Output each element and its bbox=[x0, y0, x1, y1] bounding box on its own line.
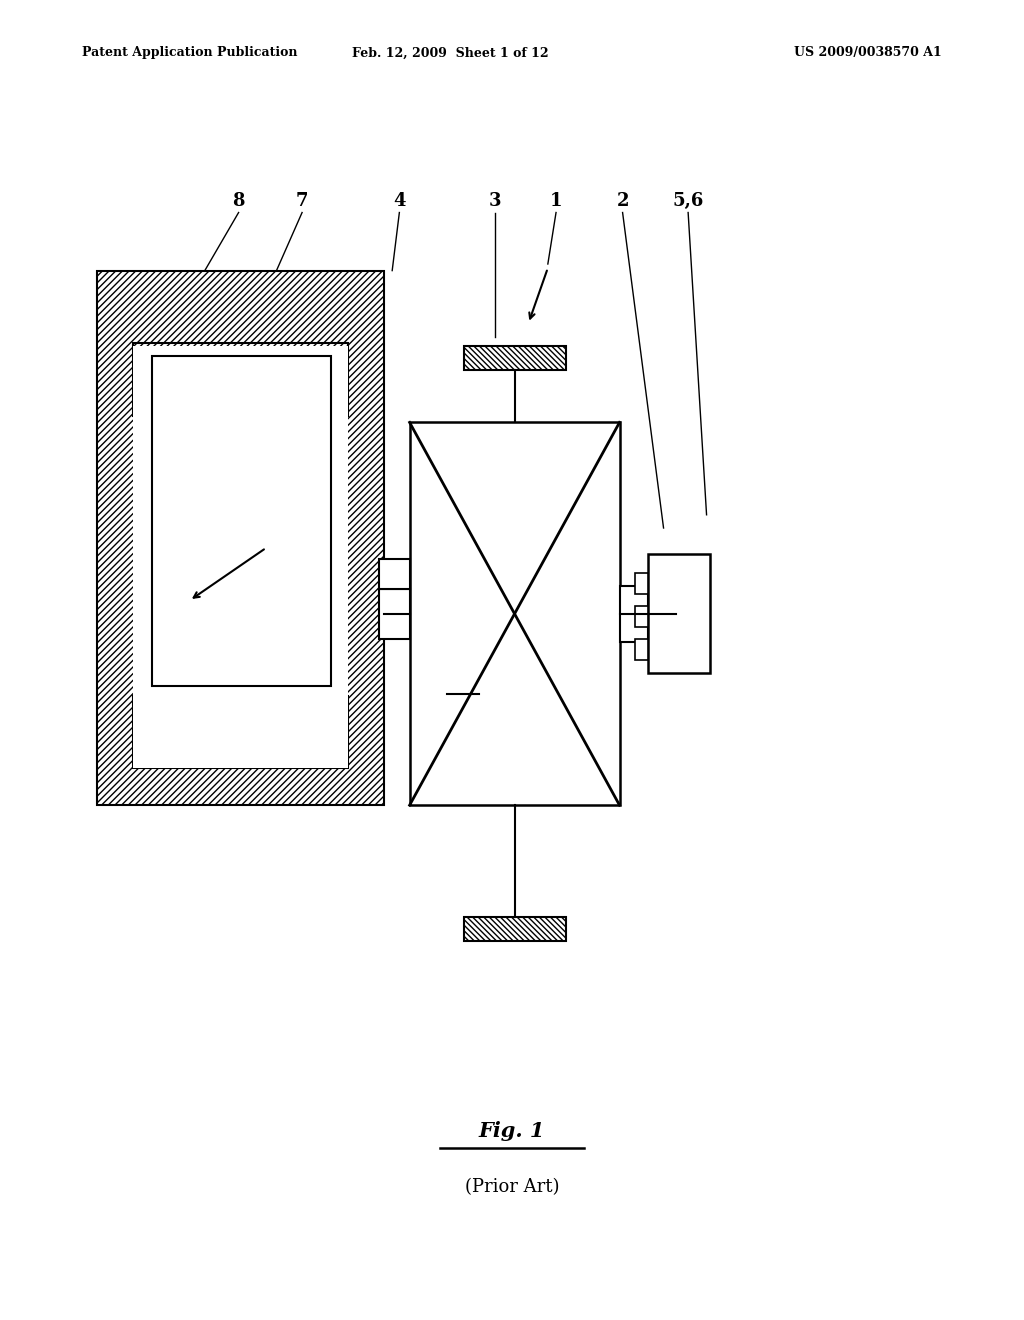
Bar bbox=[152, 356, 331, 686]
Text: US 2009/0038570 A1: US 2009/0038570 A1 bbox=[795, 46, 942, 59]
Text: 1: 1 bbox=[550, 191, 562, 210]
Bar bbox=[133, 346, 348, 768]
Bar bbox=[133, 696, 348, 768]
Bar bbox=[133, 343, 348, 416]
Bar bbox=[410, 422, 620, 805]
Text: 3: 3 bbox=[488, 191, 501, 210]
Text: 4: 4 bbox=[393, 191, 406, 210]
Bar bbox=[648, 554, 710, 673]
Text: 2: 2 bbox=[616, 191, 629, 210]
Text: Fig. 1: Fig. 1 bbox=[479, 1121, 545, 1142]
Text: 8: 8 bbox=[232, 191, 245, 210]
Bar bbox=[635, 639, 648, 660]
Text: Feb. 12, 2009  Sheet 1 of 12: Feb. 12, 2009 Sheet 1 of 12 bbox=[352, 46, 549, 59]
Text: 7: 7 bbox=[296, 191, 308, 210]
Text: 5,6: 5,6 bbox=[673, 191, 703, 210]
Bar bbox=[379, 558, 410, 589]
Bar bbox=[620, 586, 648, 642]
Text: (Prior Art): (Prior Art) bbox=[465, 1177, 559, 1196]
Bar bbox=[635, 573, 648, 594]
Bar bbox=[97, 271, 384, 805]
Text: Patent Application Publication: Patent Application Publication bbox=[82, 46, 297, 59]
Bar bbox=[379, 589, 410, 639]
Bar bbox=[635, 606, 648, 627]
Bar bbox=[464, 917, 566, 941]
Text: 9: 9 bbox=[457, 668, 469, 686]
Bar bbox=[464, 346, 566, 370]
